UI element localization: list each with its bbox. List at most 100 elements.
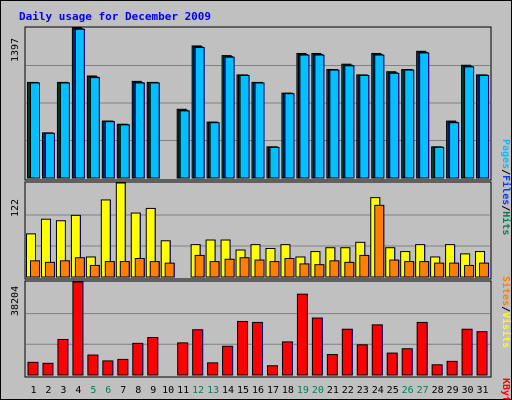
bar-pages-day-30	[464, 66, 475, 179]
bar-pages-day-26	[404, 69, 415, 179]
bar-kbytes-day-27-body	[416, 321, 428, 376]
legend-visits: Visits	[500, 312, 511, 348]
bar-kbytes-day-7-body	[117, 358, 129, 376]
bar-sites-day-22	[344, 261, 355, 278]
bar-pages-day-1	[30, 82, 40, 179]
bar-kbytes-day-11	[177, 342, 189, 376]
x-tick-label: 17	[267, 385, 279, 396]
bar-pages-day-19	[299, 54, 310, 179]
legend-hits-files-pages: Pages/Files/Hits	[500, 139, 511, 235]
bar-sites-day-21-body	[329, 260, 340, 278]
bar-sites-day-2-body	[44, 261, 55, 278]
x-tick-label: 6	[105, 385, 111, 396]
bar-kbytes-day-30-body	[461, 328, 473, 376]
bar-pages-day-18	[284, 93, 295, 179]
bar-kbytes-day-31-body	[476, 331, 488, 376]
bar-kbytes-day-26	[401, 348, 413, 376]
bar-pages-day-17-body	[269, 146, 280, 179]
legend-pages: Pages	[500, 139, 511, 169]
bar-sites-day-7-body	[119, 261, 130, 278]
bar-pages-day-16-body	[254, 82, 265, 179]
bar-kbytes-day-20-body	[311, 317, 323, 376]
x-tick-label: 7	[120, 385, 126, 396]
bar-kbytes-day-19	[296, 293, 308, 376]
legend-sites: Sites	[500, 276, 511, 306]
bar-pages-day-28	[434, 146, 445, 179]
bar-pages-day-4-body	[74, 28, 85, 179]
bar-kbytes-day-28	[431, 364, 443, 376]
bar-kbytes-day-13	[207, 362, 219, 376]
bar-pages-day-3	[59, 82, 70, 179]
bar-sites-day-30-body	[464, 264, 475, 278]
bar-kbytes-day-5	[87, 354, 99, 376]
bar-kbytes-day-15	[237, 320, 249, 376]
bar-kbytes-day-4	[72, 281, 84, 376]
bar-kbytes-day-4-body	[72, 281, 84, 376]
bar-sites-day-5	[89, 264, 100, 278]
bar-kbytes-day-2-body	[42, 362, 54, 376]
x-tick-label: 19	[297, 385, 309, 396]
bar-sites-day-23-body	[359, 254, 370, 278]
bar-sites-day-15	[239, 257, 250, 278]
bar-sites-day-28	[434, 262, 445, 278]
x-tick-label: 24	[372, 385, 384, 396]
bars	[26, 27, 490, 376]
ymax-label-kbytes: 38204	[10, 286, 21, 316]
x-tick-label: 8	[135, 385, 141, 396]
bar-pages-day-6	[104, 121, 115, 179]
bar-kbytes-day-14-body	[222, 345, 234, 376]
bar-kbytes-day-22	[341, 328, 353, 376]
bar-kbytes-day-27	[416, 321, 428, 376]
bar-sites-day-2	[44, 261, 55, 278]
bar-sites-day-12-body	[194, 254, 205, 278]
x-tick-label: 4	[75, 385, 81, 396]
bar-sites-day-27-body	[419, 261, 430, 278]
bar-pages-day-26-body	[404, 69, 415, 179]
bar-sites-day-10-body	[164, 262, 175, 278]
x-axis-labels: 1 2 3 4 5 6 7 8 9 10 11 12 13 14 15 16 17 18 19 20 21 22 23 24 2…	[30, 385, 488, 396]
x-tick-label: 31	[476, 385, 488, 396]
bar-pages-day-7	[119, 124, 130, 179]
bar-pages-day-20	[314, 54, 325, 179]
bar-kbytes-day-22-body	[341, 328, 353, 376]
bar-kbytes-day-9	[147, 337, 159, 376]
bar-sites-day-26	[404, 261, 415, 278]
bar-sites-day-23	[359, 254, 370, 278]
bar-kbytes-day-23	[356, 344, 368, 376]
bar-sites-day-31-body	[479, 262, 490, 278]
legend-kbytes-label: KBytes	[500, 378, 511, 399]
bar-sites-day-19	[299, 263, 310, 278]
bar-sites-day-4	[74, 257, 85, 278]
bar-kbytes-day-12	[192, 329, 204, 376]
x-tick-label: 11	[177, 385, 189, 396]
bar-pages-day-31-body	[479, 74, 490, 179]
x-tick-label: 16	[252, 385, 264, 396]
bar-pages-day-8	[134, 82, 145, 179]
bar-pages-day-25	[389, 72, 400, 179]
bar-sites-day-9	[149, 261, 160, 278]
bar-pages-day-29-body	[449, 122, 460, 179]
bar-pages-day-6-body	[104, 121, 115, 179]
bar-sites-day-22-body	[344, 261, 355, 278]
bar-kbytes-day-25-body	[386, 352, 398, 376]
bar-pages-day-11-body	[179, 110, 190, 179]
x-tick-label: 26	[402, 385, 414, 396]
bar-sites-day-1	[30, 260, 40, 278]
bar-pages-day-12-body	[194, 47, 205, 179]
bar-sites-day-13	[209, 261, 220, 278]
bar-kbytes-day-3	[57, 338, 69, 376]
bar-sites-day-4-body	[74, 257, 85, 278]
bar-kbytes-day-20	[311, 317, 323, 376]
bar-kbytes-day-1	[27, 361, 39, 376]
bar-kbytes-day-5-body	[87, 354, 99, 376]
x-tick-label: 3	[60, 385, 66, 396]
bar-kbytes-day-8	[132, 342, 144, 376]
legend-sep-1: /	[500, 169, 511, 175]
x-tick-label: 2	[45, 385, 51, 396]
bar-sites-day-30	[464, 264, 475, 278]
bar-sites-day-19-body	[299, 263, 310, 278]
bar-pages-day-31	[479, 74, 490, 179]
bar-sites-day-16-body	[254, 259, 265, 278]
bar-kbytes-day-17-body	[266, 365, 278, 376]
